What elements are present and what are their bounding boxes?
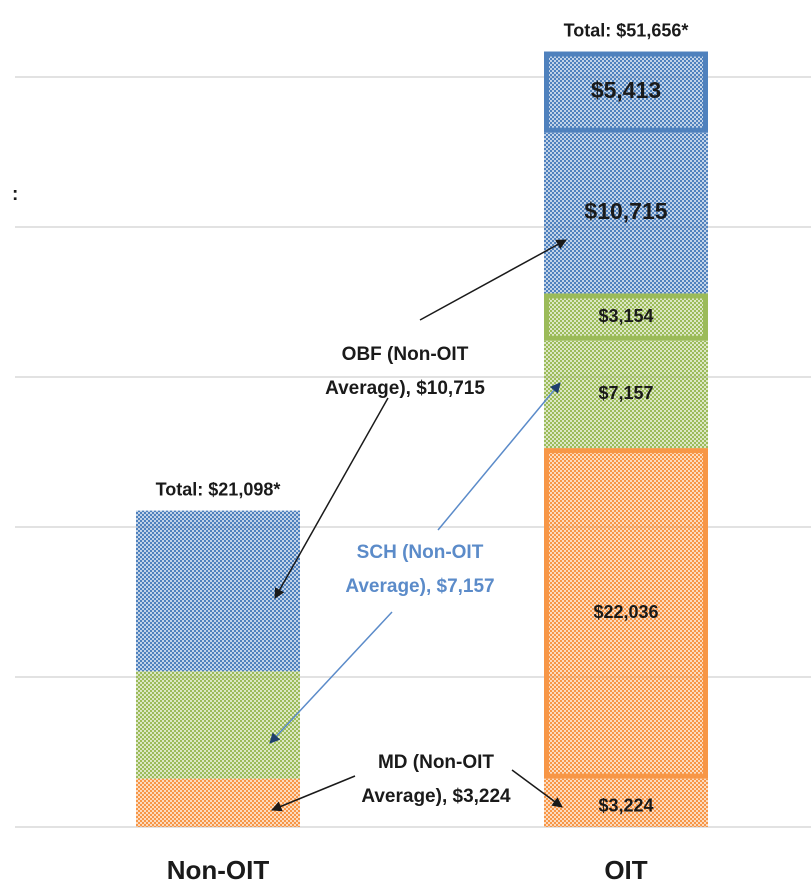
annotation: Average), $3,224 xyxy=(361,786,511,807)
bar-segment xyxy=(136,510,300,672)
x-tick-label: Non-OIT xyxy=(167,855,270,885)
x-tick-label: OIT xyxy=(604,855,647,885)
bar-segment xyxy=(136,671,300,779)
cropped-text: : xyxy=(12,184,18,205)
value-label: $7,157 xyxy=(598,383,653,403)
annotation: SCH (Non-OIT xyxy=(357,542,484,563)
bar-segment xyxy=(136,778,300,827)
bar-segment xyxy=(544,132,708,294)
total-label: Total: $21,098* xyxy=(156,479,281,499)
bar-segment xyxy=(544,340,708,449)
value-label: $10,715 xyxy=(584,198,667,224)
annotation: OBF (Non-OIT xyxy=(342,344,469,365)
bar-segment xyxy=(544,293,708,341)
annotation: Average), $7,157 xyxy=(345,576,494,597)
bar-segment xyxy=(544,51,708,133)
value-label: $3,154 xyxy=(598,306,653,326)
bar-segment xyxy=(544,778,708,827)
annotation: MD (Non-OIT xyxy=(378,752,494,773)
total-label: Total: $51,656* xyxy=(564,20,689,40)
value-label: $3,224 xyxy=(598,796,653,816)
bar-segment xyxy=(544,448,708,779)
arrows xyxy=(269,239,567,812)
value-label: $22,036 xyxy=(593,602,658,622)
annotation: Average), $10,715 xyxy=(325,378,485,399)
value-label: $5,413 xyxy=(591,77,661,103)
